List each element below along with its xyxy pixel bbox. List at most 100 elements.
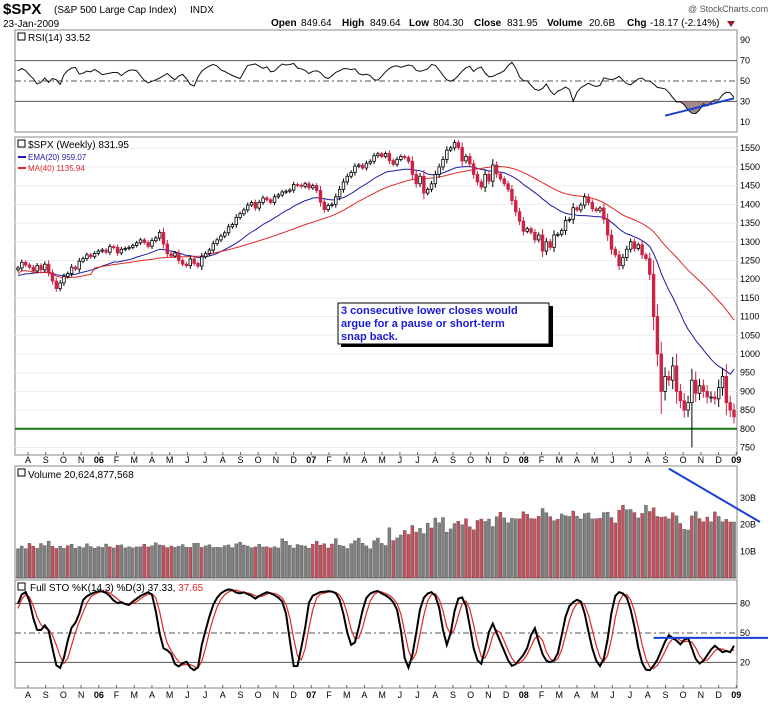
volume-bar [203,545,208,579]
volume-bar [364,545,369,579]
candle-body [265,197,269,201]
candle-body [510,188,514,201]
volume-bar [717,516,721,579]
volume-bar [318,545,323,579]
x-axis-label: M [343,455,351,465]
x-axis-label: J [415,690,420,700]
stochastic-legend: Full STO %K(14,3) %D(3) 37.33, 37.65 [17,582,204,594]
volume-bar [238,542,242,579]
candle-body [203,252,208,258]
volume-bar [498,512,503,579]
volume-bar [540,508,545,579]
candle-body [640,244,644,256]
rsi-tick-label: 90 [740,35,750,45]
candle-body [138,239,143,244]
volume-bar [475,520,480,579]
volume-bar [261,546,265,579]
annotation-frame [337,302,550,345]
chg-value: -18.17 (-2.14%) [650,18,719,29]
chart-header: $SPX (S&P 500 Large Cap Index) INDX 23-J… [3,1,768,30]
candle-body [357,164,361,167]
candle-body [525,228,529,232]
candle-body [690,379,694,404]
x-axis-label: 09 [731,690,741,700]
x-axis-label: N [273,690,280,700]
candle-body [563,220,568,231]
candle-body [552,234,556,248]
volume-bar [161,545,166,579]
x-axis-label: 08 [519,455,529,465]
ma-label: MA(40) 1135.94 [28,164,85,173]
candle-body [544,241,549,252]
volume-bar [180,544,185,579]
x-axis-label: N [273,455,280,465]
volume-bar [694,511,698,579]
price-layer: 1550 1500 1450 1400 1350 1300 1250 1200 1150 1100… [15,139,760,453]
volume-bar [307,548,311,579]
candle-body [249,202,254,206]
candle-body [157,231,162,239]
volume-bar [460,524,464,579]
x-axis-label: M [166,455,174,465]
x-axis-label: A [220,455,226,465]
volume-bar [448,528,453,579]
candle-body [705,390,709,398]
price-tick-label: 900 [740,386,755,396]
candle-body [54,280,58,289]
candle-body [35,265,39,272]
price-tick-label: 1300 [740,237,760,247]
stochastic-tick-label: 20 [740,657,750,667]
candle-body [372,155,376,162]
x-axis-label: A [645,690,651,700]
volume-bar [399,534,403,579]
volume-bar [701,521,706,579]
price-tick-label: 1350 [740,218,760,228]
volume-bar [487,518,491,579]
volume-bar [292,547,296,579]
candle-body [460,147,464,162]
volume-bar [169,545,173,579]
volume-bar [552,520,556,579]
volume-bar [651,507,656,579]
candle-body [582,196,587,206]
candle-body [134,242,139,246]
volume-bar [192,543,196,579]
volume-bar [414,531,418,579]
volume-bar [284,541,288,579]
x-axis-label: N [698,690,705,700]
x-axis-label: O [680,690,687,700]
candle-body [709,396,713,399]
candle-body [223,232,227,237]
volume-bar [575,516,579,579]
candle-body [697,385,702,394]
volume-bar [345,548,349,579]
candle-body [123,248,127,250]
candle-body [215,239,219,245]
candle-body [533,231,537,241]
x-axis-label: 09 [731,455,741,465]
price-tick-label: 1250 [740,255,760,265]
candle-body [66,273,70,277]
x-axis-label: F [114,690,120,700]
stochastic-panel [14,579,738,689]
x-axis-label: A [361,690,367,700]
volume-bar [349,543,353,579]
candle-body [246,204,250,211]
x-axis-label: D [715,455,722,465]
d-value: 37.65 [178,583,203,594]
candle-body [598,207,602,212]
volume-bar [445,531,449,579]
x-axis-label: M [591,690,599,700]
volume-bar [20,545,24,579]
x-axis-label: M [378,455,386,465]
volume-bar [184,547,189,579]
price-tick-label: 1100 [740,312,759,322]
candle-body [257,202,261,209]
candle-body [728,402,732,411]
x-axis-label: S [662,690,668,700]
candle-body [716,387,721,400]
volume-bar [39,543,43,579]
candle-body [20,261,24,269]
volume-bar [100,547,104,579]
